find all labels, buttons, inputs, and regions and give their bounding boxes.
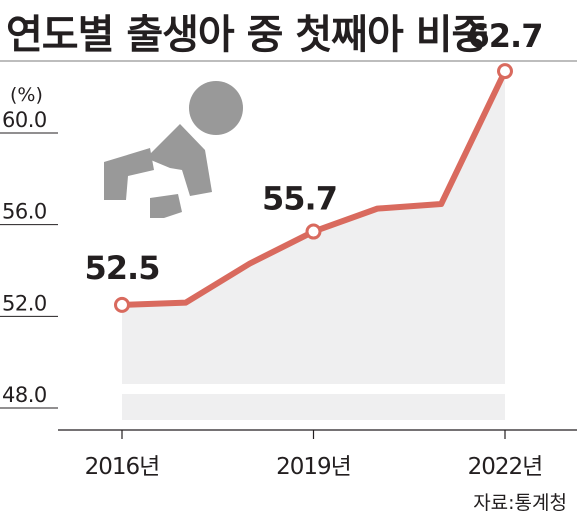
y-tick-label: 56.0 [2,200,47,224]
data-point-marker [305,223,322,240]
x-tick-label: 2019년 [276,454,351,480]
chart-title: 연도별 출생아 중 첫째아 비중 [6,12,488,58]
data-point-marker [114,296,130,313]
data-label: 52.5 [85,249,160,287]
y-tick-label: 60.0 [2,108,47,132]
title-divider [0,60,577,62]
source-note: 자료:통계청 [473,492,567,514]
data-label: 55.7 [262,180,337,218]
area-fill [122,71,505,384]
y-tick-label: 48.0 [2,383,47,407]
x-tick-label: 2016년 [85,454,160,480]
baby-crawling-icon [104,81,243,218]
x-tick-label: 2022년 [468,454,543,480]
data-label: 62.7 [468,17,543,55]
y-tick-label: 52.0 [2,291,47,315]
y-unit-label: (%) [10,84,43,106]
data-point-marker [497,63,513,80]
area-fill-lower [122,394,505,420]
